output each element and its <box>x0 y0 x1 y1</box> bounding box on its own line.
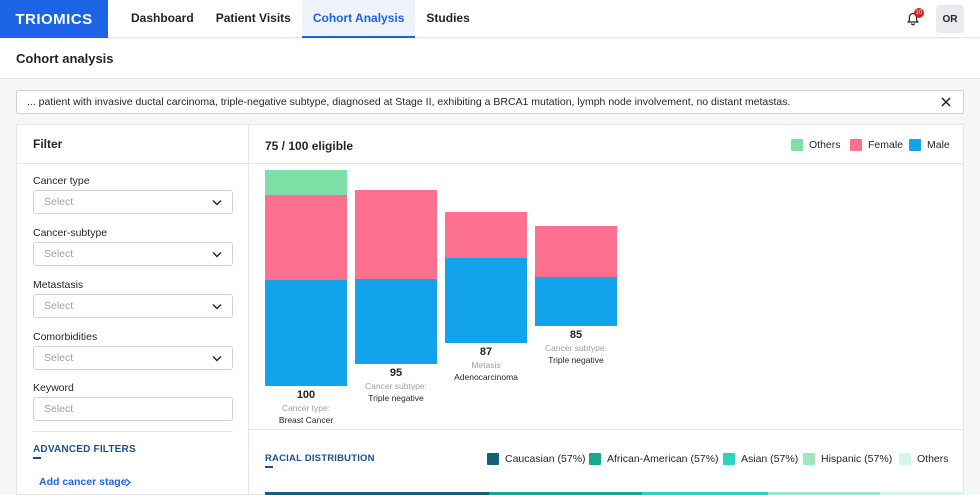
racial-label-others: Others <box>917 453 949 465</box>
racial-legend-african-american: African-American (57%) <box>589 453 718 465</box>
cancer-subtype-select[interactable]: Select <box>33 242 233 266</box>
bar-segment-male-1[interactable] <box>265 280 347 386</box>
bar-segment-others-1[interactable] <box>265 169 347 196</box>
cancer-type-placeholder: Select <box>44 196 74 208</box>
legend-label-others: Others <box>809 139 841 151</box>
cancer-type-label: Cancer type <box>33 175 90 187</box>
notification-count-badge: 10 <box>914 8 924 18</box>
racial-legend-caucasian: Caucasian (57%) <box>487 453 586 465</box>
cancer-subtype-placeholder: Select <box>44 248 74 260</box>
racial-swatch-asian <box>723 453 735 465</box>
racial-segment-others[interactable] <box>880 492 964 495</box>
racial-swatch-african-american <box>589 453 601 465</box>
cohort-chart-panel: 75 / 100 eligible Others Female Male 100… <box>249 124 964 495</box>
legend-label-male: Male <box>927 139 950 151</box>
advanced-filters-underline <box>33 457 41 459</box>
racial-label-asian: Asian (57%) <box>741 453 799 465</box>
main-nav: Dashboard Patient Visits Cohort Analysis… <box>120 0 481 38</box>
page-title: Cohort analysis <box>16 51 114 66</box>
bar-segment-male-2[interactable] <box>355 279 437 364</box>
clear-query-close-icon[interactable] <box>940 96 952 108</box>
bar-total-label: 87 <box>479 346 493 358</box>
bar-category-label: Metasis <box>471 360 501 370</box>
legend-item-others: Others <box>791 139 841 151</box>
legend-item-female: Female <box>850 139 903 151</box>
page-header: Cohort analysis <box>0 39 980 79</box>
racial-label-african-american: African-American (57%) <box>607 453 719 465</box>
legend-swatch-male <box>909 139 921 151</box>
user-avatar[interactable]: OR <box>936 5 964 33</box>
bar-total-label: 95 <box>389 367 403 379</box>
cancer-type-select[interactable]: Select <box>33 190 233 214</box>
divider <box>249 429 964 430</box>
racial-title-underline <box>265 466 273 468</box>
triomics-logo[interactable]: TRIOMICS <box>0 0 108 38</box>
legend-item-male: Male <box>909 139 950 151</box>
bar-segment-female-2[interactable] <box>355 190 437 280</box>
legend-label-female: Female <box>868 139 904 151</box>
comorbidities-label: Comorbidities <box>33 331 98 343</box>
bar-segment-female-1[interactable] <box>265 195 347 280</box>
bar-segment-male-4[interactable] <box>535 277 617 326</box>
racial-legend-hispanic: Hispanic (57%) <box>803 453 892 465</box>
bar-category-label: Cancer subtype: <box>545 343 607 353</box>
chevron-down-icon <box>212 200 222 206</box>
cancer-subtype-label: Cancer-subtype <box>33 227 108 239</box>
divider <box>33 431 233 432</box>
advanced-filters-toggle[interactable]: ADVANCED FILTERS <box>33 444 136 455</box>
metastasis-placeholder: Select <box>44 300 74 312</box>
divider <box>17 163 248 164</box>
top-navigation-bar: TRIOMICS Dashboard Patient Visits Cohort… <box>0 0 980 38</box>
bar-value-label: Adenocarcinoma <box>454 372 518 382</box>
comorbidities-placeholder: Select <box>44 352 74 364</box>
legend-swatch-female <box>850 139 862 151</box>
racial-segment-asian[interactable] <box>642 492 769 495</box>
bar-category-label: Cancer subtype: <box>365 381 427 391</box>
bar-total-label: 85 <box>569 329 583 341</box>
bar-value-label: Triple negative <box>548 355 604 365</box>
bar-segment-female-4[interactable] <box>535 226 617 278</box>
keyword-placeholder: Select <box>44 403 74 415</box>
chevron-down-icon <box>212 304 222 310</box>
metastasis-select[interactable]: Select <box>33 294 233 318</box>
nav-tab-dashboard[interactable]: Dashboard <box>131 11 194 25</box>
add-cancer-stage-link[interactable]: Add cancer stage <box>39 476 127 488</box>
chevron-right-icon <box>125 478 131 487</box>
cohort-stacked-bar-chart: 100 Cancer type: Breast Cancer 95 Cancer sub… <box>249 164 964 429</box>
racial-label-hispanic: Hispanic (57%) <box>821 453 893 465</box>
racial-legend-asian: Asian (57%) <box>723 453 798 465</box>
keyword-label: Keyword <box>33 382 74 394</box>
bar-segment-female-3[interactable] <box>445 211 527 259</box>
bar-total-label: 100 <box>296 389 316 401</box>
racial-swatch-hispanic <box>803 453 815 465</box>
racial-swatch-caucasian <box>487 453 499 465</box>
bar-segment-male-3[interactable] <box>445 258 527 343</box>
legend-swatch-others <box>791 139 803 151</box>
chevron-down-icon <box>212 252 222 258</box>
racial-segment-hispanic[interactable] <box>768 492 881 495</box>
racial-swatch-others <box>899 453 911 465</box>
racial-label-caucasian: Caucasian (57%) <box>505 453 586 465</box>
racial-legend-others: Others <box>899 453 949 465</box>
nav-tab-cohort-analysis[interactable]: Cohort Analysis <box>301 0 416 38</box>
racial-segment-caucasian[interactable] <box>265 492 489 495</box>
nav-tab-patient-visits[interactable]: Patient Visits <box>215 11 291 25</box>
metastasis-label: Metastasis <box>33 279 84 291</box>
bar-value-label: Triple negative <box>368 393 424 403</box>
bar-category-label: Cancer type: <box>281 403 331 413</box>
racial-distribution-title: RACIAL DISTRIBUTION <box>265 453 375 464</box>
filter-title: Filter <box>33 137 63 151</box>
eligible-count: 75 / 100 eligible <box>265 139 354 153</box>
divider <box>249 163 964 164</box>
nav-tab-studies[interactable]: Studies <box>426 11 470 25</box>
comorbidities-select[interactable]: Select <box>33 346 233 370</box>
chevron-down-icon <box>212 356 222 362</box>
keyword-input[interactable]: Select <box>33 397 233 421</box>
racial-distribution-bar <box>265 492 964 495</box>
bar-value-label: Breast Cancer <box>278 415 334 425</box>
filter-panel: Filter Cancer type Select Cancer-subtype… <box>16 124 249 495</box>
racial-segment-african-american[interactable] <box>488 492 643 495</box>
cohort-query-input[interactable]: ... patient with invasive ductal carcino… <box>16 90 964 114</box>
